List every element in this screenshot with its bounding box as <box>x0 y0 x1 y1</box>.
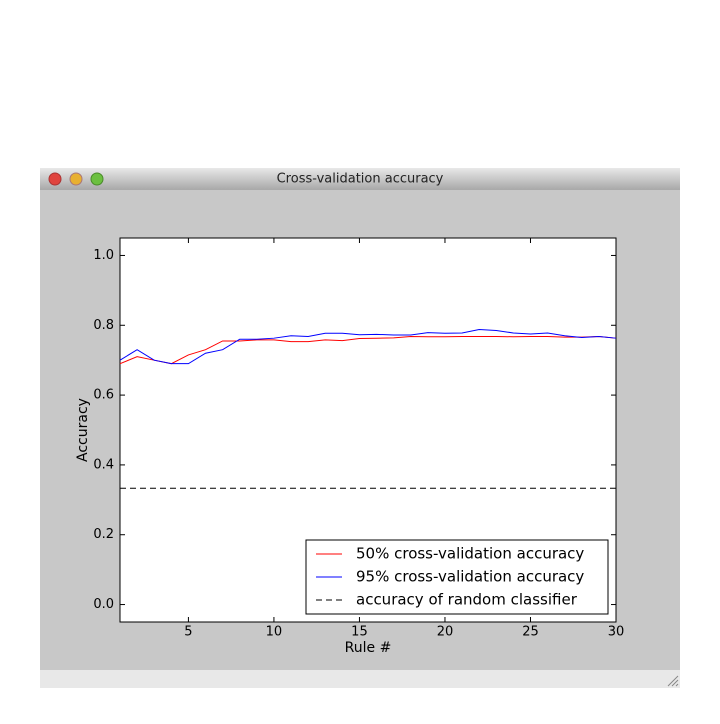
y-tick-label: 0.0 <box>93 597 114 612</box>
resize-grip[interactable] <box>667 675 679 687</box>
x-tick-label: 5 <box>184 625 192 640</box>
close-button[interactable] <box>48 172 62 186</box>
window-title: Cross-validation accuracy <box>277 172 444 187</box>
y-axis-label: Accuracy <box>75 398 91 462</box>
legend-box <box>305 539 609 615</box>
legend-label: 50% cross-validation accuracy <box>356 545 584 563</box>
status-bar <box>40 670 680 688</box>
y-tick-label: 0.8 <box>93 318 114 333</box>
x-tick-label: 25 <box>522 625 539 640</box>
zoom-button[interactable] <box>90 172 104 186</box>
x-tick-label: 10 <box>266 625 283 640</box>
y-tick-label: 0.4 <box>93 457 114 472</box>
y-tick-label: 0.2 <box>93 527 114 542</box>
y-tick-label: 1.0 <box>93 248 114 263</box>
y-tick-label: 0.6 <box>93 388 114 403</box>
legend-label: 95% cross-validation accuracy <box>356 568 584 586</box>
series-line <box>119 328 617 365</box>
x-tick-label: 30 <box>608 625 625 640</box>
title-bar <box>40 168 680 190</box>
x-axis-label: Rule # <box>345 640 392 656</box>
x-tick-label: 15 <box>351 625 368 640</box>
series-line <box>119 335 617 365</box>
x-tick-label: 20 <box>437 625 454 640</box>
minimize-button[interactable] <box>69 172 83 186</box>
legend-label: accuracy of random classifier <box>356 591 578 609</box>
